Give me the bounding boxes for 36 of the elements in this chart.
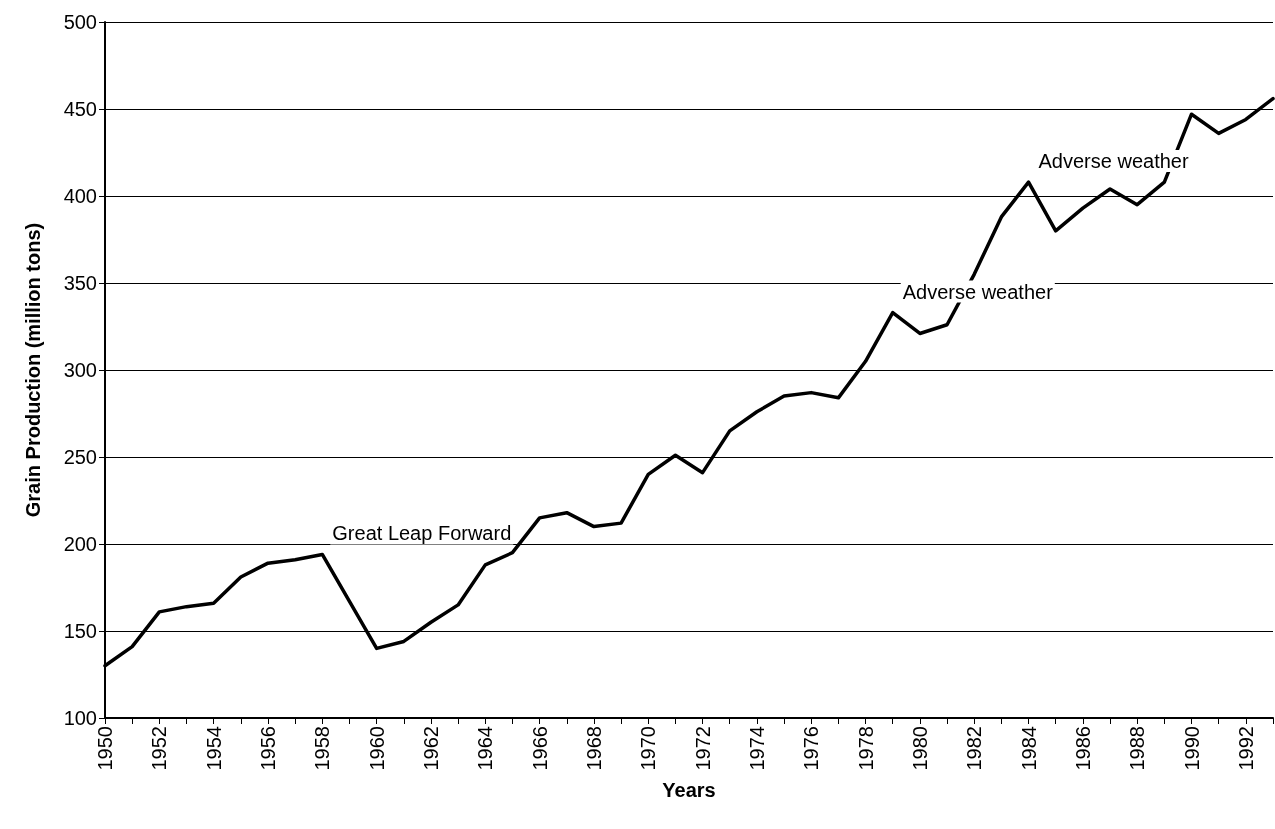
x-tick-label: 1970 — [637, 726, 660, 771]
y-tick-label: 150 — [63, 620, 97, 642]
x-tick-label: 1986 — [1071, 726, 1094, 771]
y-tick-label: 400 — [63, 185, 97, 207]
x-tick-label: 1954 — [202, 726, 225, 771]
y-tick-label: 500 — [63, 11, 97, 33]
y-tick-label: 250 — [63, 446, 97, 468]
y-tick-label: 300 — [63, 359, 97, 381]
x-tick-label: 1988 — [1126, 726, 1149, 771]
y-tick-label: 450 — [63, 98, 97, 120]
x-tick-label: 1972 — [691, 726, 714, 771]
y-tick-label: 200 — [63, 533, 97, 555]
x-tick-label: 1952 — [148, 726, 171, 771]
x-tick-label: 1966 — [528, 726, 551, 771]
annotation: Adverse weather — [1038, 150, 1189, 173]
annotation: Great Leap Forward — [332, 522, 512, 545]
x-tick-label: 1964 — [474, 726, 497, 771]
y-tick-label: 350 — [63, 272, 97, 294]
x-tick-label: 1958 — [311, 726, 334, 771]
x-tick-label: 1978 — [854, 726, 877, 771]
x-tick-label: 1960 — [365, 726, 388, 771]
x-tick-label: 1976 — [800, 726, 823, 771]
y-axis-title: Grain Production (million tons) — [22, 222, 44, 518]
x-tick-label: 1992 — [1234, 726, 1257, 771]
x-tick-label: 1984 — [1017, 726, 1040, 771]
annotation: Adverse weather — [902, 280, 1054, 303]
x-tick-label: 1968 — [582, 726, 605, 771]
x-axis-title: Years — [662, 779, 716, 801]
y-tick-label: 100 — [63, 707, 97, 729]
x-tick-label: 1980 — [908, 726, 931, 771]
x-tick-label: 1982 — [963, 726, 986, 771]
x-tick-label: 1990 — [1180, 726, 1203, 771]
x-tick-label: 1956 — [256, 726, 279, 771]
x-tick-label: 1974 — [745, 726, 768, 771]
x-tick-label: 1962 — [419, 726, 442, 771]
x-tick-label: 1950 — [94, 726, 116, 771]
